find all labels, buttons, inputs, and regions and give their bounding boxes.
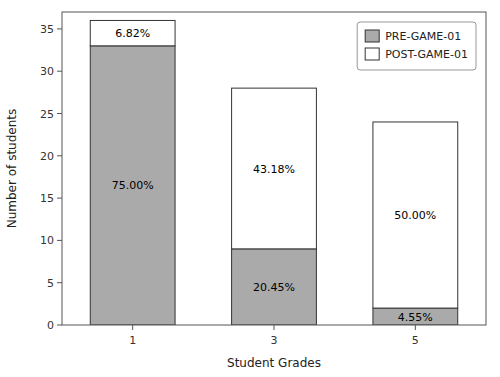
y-tick-label: 5: [47, 277, 54, 290]
legend-box: [357, 22, 476, 70]
y-tick: [57, 282, 62, 283]
data-label: 43.18%: [253, 163, 295, 176]
data-label: 50.00%: [394, 209, 436, 222]
x-tick-label: 1: [129, 334, 136, 347]
x-tick-label: 5: [412, 334, 419, 347]
x-tick: [415, 325, 416, 330]
legend-label: POST-GAME-01: [385, 48, 468, 61]
legend-swatch: [365, 30, 379, 42]
y-tick-label: 20: [40, 150, 54, 163]
y-tick: [57, 198, 62, 199]
y-axis-label: Number of students: [5, 109, 19, 229]
y-tick: [57, 325, 62, 326]
y-tick: [57, 71, 62, 72]
plot-frame: [62, 12, 486, 325]
y-tick: [57, 240, 62, 241]
legend-label: PRE-GAME-01: [385, 30, 461, 43]
x-tick: [132, 325, 133, 330]
legend: PRE-GAME-01 POST-GAME-01: [357, 22, 476, 70]
data-label: 75.00%: [112, 179, 154, 192]
legend-swatch: [365, 48, 379, 60]
y-tick-label: 10: [40, 234, 54, 247]
bar-segment: [232, 88, 317, 249]
y-tick-label: 30: [40, 65, 54, 78]
x-axis-label: Student Grades: [227, 356, 321, 370]
chart: 0510152025303575.00%6.82%20.45%43.18%4.5…: [0, 0, 500, 377]
y-tick-label: 0: [47, 319, 54, 332]
y-tick: [57, 113, 62, 114]
y-tick: [57, 28, 62, 29]
bar-segment: [373, 122, 458, 308]
y-tick-label: 25: [40, 108, 54, 121]
y-tick-label: 35: [40, 23, 54, 36]
bar-segment: [90, 46, 175, 325]
data-label: 20.45%: [253, 281, 295, 294]
y-tick-label: 15: [40, 192, 54, 205]
bar-segment: [232, 249, 317, 325]
y-tick: [57, 155, 62, 156]
bar-segment: [373, 308, 458, 325]
data-label: 6.82%: [115, 27, 150, 40]
bar-segment: [90, 20, 175, 45]
data-label: 4.55%: [398, 311, 433, 324]
x-tick-label: 3: [271, 334, 278, 347]
x-tick: [274, 325, 275, 330]
